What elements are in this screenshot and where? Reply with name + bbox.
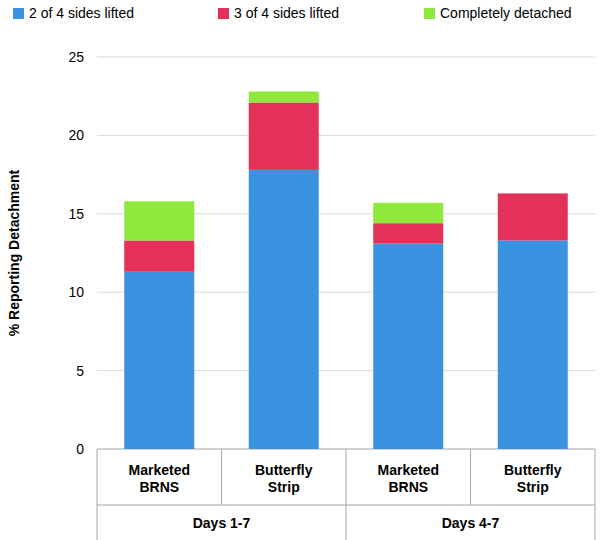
label-line: BRNS — [139, 479, 179, 495]
bar-segment — [373, 223, 443, 243]
group-border — [346, 449, 347, 540]
x-tick-label: MarketedBRNS — [378, 462, 439, 495]
bar-segment — [373, 203, 443, 223]
group-border — [97, 449, 98, 540]
bar-segment — [498, 193, 568, 194]
legend-swatch — [13, 8, 24, 19]
category-divider — [221, 449, 222, 505]
legend-label: Completely detached — [440, 5, 572, 21]
grid-line — [97, 135, 595, 136]
x-tick-label: MarketedBRNS — [129, 462, 190, 495]
bar-segment — [498, 193, 568, 240]
y-tick-label: 10 — [68, 284, 84, 300]
chart-svg: 0 5 10 15 20 25 % Reporting Detachment Marketed… — [0, 0, 602, 540]
group-label: Days 4-7 — [442, 515, 500, 531]
x-tick-label: ButterflyStrip — [504, 462, 562, 495]
y-axis-label: % Reporting Detachment — [6, 169, 22, 336]
category-divider — [470, 449, 471, 505]
bar-segment — [124, 201, 194, 240]
bar-segment — [249, 102, 319, 169]
bar-segment — [124, 272, 194, 449]
y-tick-label: 5 — [76, 363, 84, 379]
y-tick-label: 25 — [68, 49, 84, 65]
legend-swatch — [218, 8, 229, 19]
bar-segment — [373, 244, 443, 449]
label-line: Marketed — [129, 462, 190, 478]
group-label: Days 1-7 — [193, 515, 251, 531]
bar-segment — [249, 170, 319, 449]
bars — [124, 91, 568, 449]
y-tick-label: 20 — [68, 127, 84, 143]
legend-label: 3 of 4 sides lifted — [234, 5, 339, 21]
chart-root: 0 5 10 15 20 25 % Reporting Detachment Marketed… — [0, 0, 602, 540]
bar-segment — [498, 240, 568, 449]
label-line: Butterfly — [504, 462, 562, 478]
label-line: Strip — [268, 479, 300, 495]
y-tick-label: 0 — [76, 441, 84, 457]
group-border — [595, 449, 596, 540]
x-tick-label: ButterflyStrip — [255, 462, 313, 495]
label-line: Marketed — [378, 462, 439, 478]
bar-segment — [249, 91, 319, 102]
grid-line — [97, 57, 595, 58]
label-line: Strip — [517, 479, 549, 495]
legend-swatch — [424, 8, 435, 19]
label-line: Butterfly — [255, 462, 313, 478]
legend-label: 2 of 4 sides lifted — [29, 5, 134, 21]
y-tick-label: 15 — [68, 206, 84, 222]
label-line: BRNS — [388, 479, 428, 495]
bar-segment — [124, 240, 194, 271]
